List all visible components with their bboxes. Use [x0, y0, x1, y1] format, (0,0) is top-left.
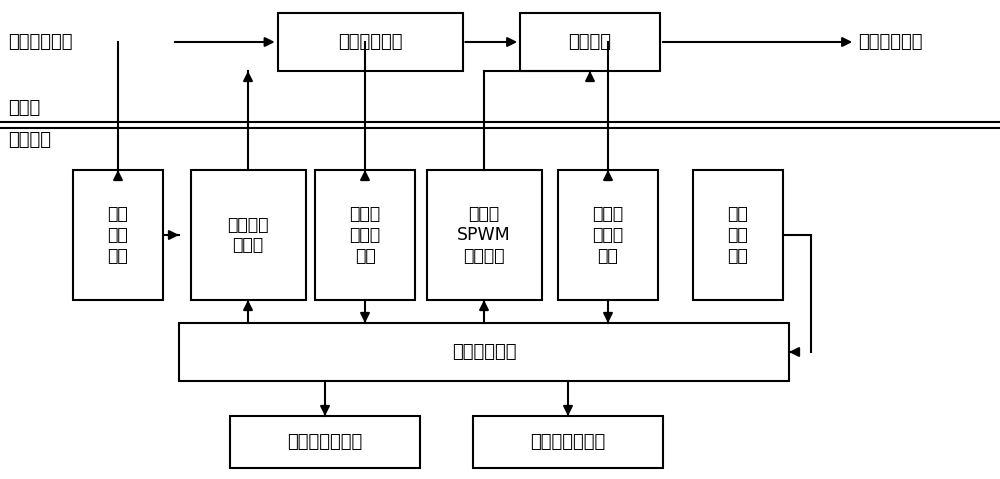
Bar — [73, 170, 163, 300]
Text: 辅助
电源
电路: 辅助 电源 电路 — [108, 205, 128, 265]
Bar — [315, 170, 415, 300]
Text: 直流信
号检测
电路: 直流信 号检测 电路 — [349, 205, 381, 265]
Text: 主控芯片电路: 主控芯片电路 — [452, 343, 516, 361]
Text: 按键和显示电路: 按键和显示电路 — [287, 433, 363, 451]
Bar — [190, 170, 306, 300]
Text: 隔离和
SPWM
驱动电路: 隔离和 SPWM 驱动电路 — [457, 205, 511, 265]
Text: 整流滤波电路: 整流滤波电路 — [338, 33, 402, 51]
Text: 继电器驱
动电路: 继电器驱 动电路 — [227, 216, 269, 254]
Text: 交流信
号检测
电路: 交流信 号检测 电路 — [592, 205, 624, 265]
Bar — [520, 13, 660, 71]
Bar — [426, 170, 542, 300]
Bar — [230, 416, 420, 468]
Text: 单相交流输入: 单相交流输入 — [8, 33, 72, 51]
Bar — [558, 170, 658, 300]
Bar — [278, 13, 462, 71]
Text: 转速
检测
电路: 转速 检测 电路 — [728, 205, 748, 265]
Text: 控制电路: 控制电路 — [8, 131, 51, 149]
Text: 三相交流输出: 三相交流输出 — [858, 33, 922, 51]
Bar — [473, 416, 663, 468]
Text: 工作指示灯电路: 工作指示灯电路 — [530, 433, 606, 451]
Bar — [179, 323, 789, 381]
Text: 主电路: 主电路 — [8, 99, 40, 117]
Bar — [693, 170, 783, 300]
Text: 逆变电路: 逆变电路 — [568, 33, 612, 51]
